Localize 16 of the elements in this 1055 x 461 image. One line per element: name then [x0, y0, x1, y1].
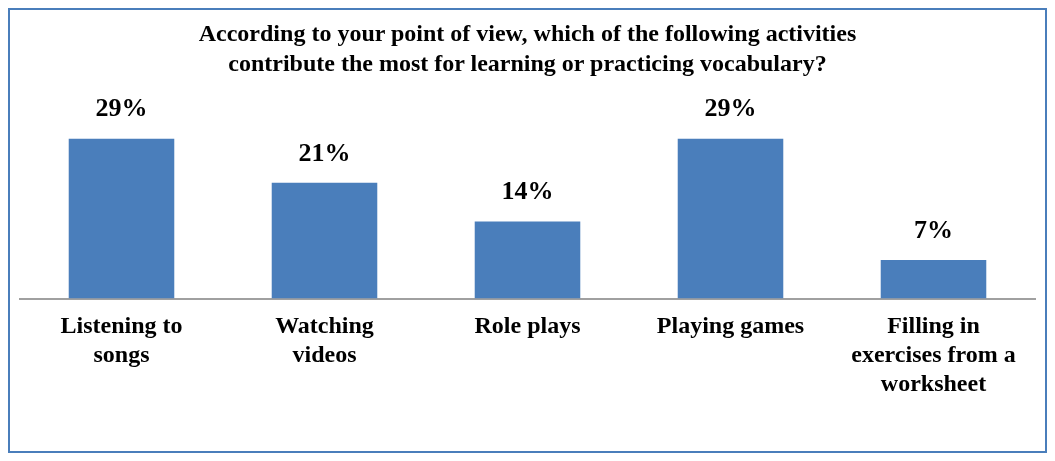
x-tick-label: Filling in exercises from a worksheet	[851, 312, 1016, 396]
data-label: 29%	[95, 93, 148, 123]
x-tick-label: Playing games	[656, 312, 805, 339]
bar	[677, 138, 784, 299]
bar	[474, 221, 581, 299]
bar	[880, 260, 987, 299]
data-label: 7%	[914, 214, 953, 244]
bar	[271, 182, 378, 299]
x-tick-label: Role plays	[474, 312, 581, 339]
data-label: 14%	[501, 176, 554, 206]
data-label: 21%	[298, 137, 351, 167]
x-tick-label: Watching videos	[275, 312, 374, 367]
chart-title: According to your point of view, which of the following activities contribute the most for learning or practicing vocabulary?	[197, 19, 858, 78]
x-tick-label: Listening to songs	[60, 312, 183, 367]
bar	[68, 138, 175, 299]
data-label: 29%	[704, 93, 757, 123]
